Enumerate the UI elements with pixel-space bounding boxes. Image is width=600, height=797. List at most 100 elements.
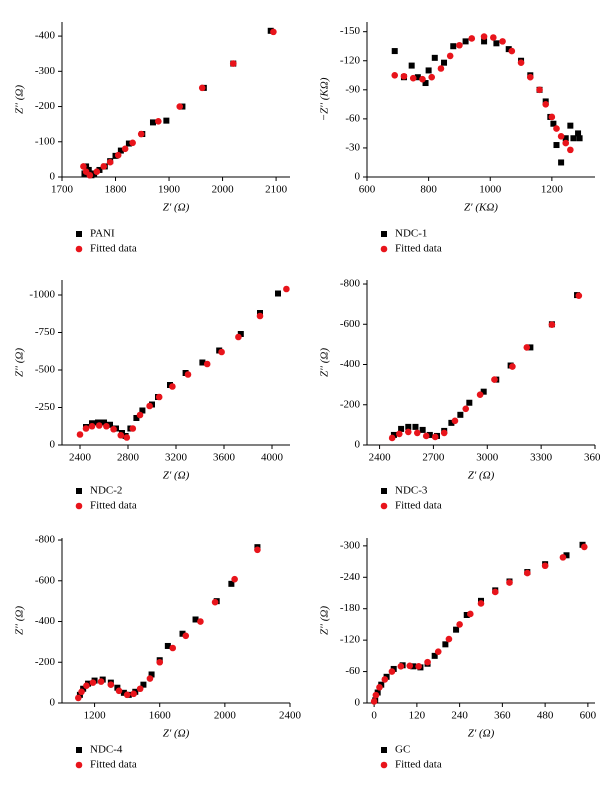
- data-point: [456, 621, 463, 628]
- data-point: [557, 133, 565, 140]
- x-tick-label: 1200: [84, 710, 107, 722]
- x-axis-label: Z′ (Ω): [163, 202, 190, 214]
- data-point: [570, 135, 577, 142]
- data-point: [203, 360, 211, 368]
- data-point: [107, 681, 115, 688]
- data-point: [575, 130, 582, 137]
- data-point: [419, 75, 426, 83]
- data-point: [100, 163, 108, 170]
- y-tick-label: -60: [345, 112, 360, 124]
- y-tick-label: -400: [35, 30, 56, 42]
- legend-label: Fitted data: [395, 759, 442, 771]
- data-point: [197, 618, 204, 625]
- y-tick-label: 0: [50, 171, 56, 183]
- data-point: [410, 663, 417, 670]
- data-point: [491, 588, 499, 596]
- data-point: [450, 43, 457, 50]
- data-point: [137, 130, 145, 138]
- data-point: [237, 331, 244, 337]
- data-point: [400, 72, 408, 80]
- legend-label: GC: [395, 744, 410, 756]
- data-point: [130, 690, 137, 698]
- data-point: [431, 54, 438, 61]
- data-point: [89, 679, 97, 686]
- x-tick-label: 480: [537, 710, 554, 722]
- x-tick-label: 600: [359, 184, 376, 196]
- y-tick-label: -180: [340, 602, 361, 614]
- data-point: [275, 290, 281, 297]
- x-tick-label: 240: [451, 710, 468, 722]
- y-tick-label: -750: [35, 326, 56, 338]
- data-point: [493, 40, 500, 47]
- data-point: [462, 405, 470, 413]
- data-point: [218, 348, 225, 356]
- data-point: [398, 425, 405, 432]
- legend-label: Fitted data: [395, 243, 442, 255]
- x-axis-label: Z′ (KΩ): [464, 202, 498, 214]
- data-point: [509, 363, 516, 370]
- y-tick-label: -300: [340, 539, 361, 551]
- data-point: [199, 359, 206, 366]
- legend-marker: [381, 747, 387, 753]
- data-point: [524, 569, 531, 577]
- data-point: [445, 635, 453, 643]
- legend-label: Fitted data: [90, 243, 137, 255]
- legend-label: NDC-3: [395, 485, 428, 497]
- data-point: [169, 383, 176, 390]
- x-tick-label: 1900: [158, 184, 181, 196]
- data-point: [95, 422, 103, 429]
- data-point: [76, 691, 83, 698]
- data-point: [428, 73, 436, 81]
- data-point: [372, 691, 380, 699]
- data-point: [121, 145, 129, 153]
- y-tick-label: 0: [355, 171, 361, 183]
- data-point: [406, 662, 414, 670]
- x-tick-label: 3600: [213, 452, 236, 464]
- y-axis-label: Z′′ (Ω): [14, 348, 26, 377]
- data-point: [156, 658, 164, 666]
- data-point: [235, 333, 242, 341]
- data-point: [422, 80, 429, 87]
- data-point: [390, 431, 397, 438]
- data-point: [182, 632, 190, 640]
- data-point: [442, 641, 449, 648]
- y-tick-label: -400: [35, 615, 56, 627]
- data-point: [463, 612, 470, 618]
- data-point: [123, 434, 131, 441]
- y-tick-label: -200: [35, 100, 56, 112]
- data-point: [74, 694, 82, 702]
- y-axis-label: Z′′ (Ω): [14, 606, 26, 635]
- x-tick-label: 3200: [165, 452, 188, 464]
- data-point: [123, 691, 131, 699]
- y-tick-label: -150: [340, 25, 361, 37]
- legend-marker: [75, 502, 83, 510]
- data-point: [97, 678, 105, 685]
- data-point: [114, 151, 122, 159]
- data-point: [106, 158, 114, 166]
- data-point: [388, 434, 396, 442]
- data-point: [542, 101, 550, 108]
- x-tick-label: 2800: [117, 452, 140, 464]
- data-point: [146, 402, 153, 410]
- data-point: [149, 119, 156, 126]
- y-axis-label: Z′′ (Ω): [319, 348, 331, 377]
- data-point: [505, 46, 512, 53]
- legend-label: PANI: [90, 228, 115, 240]
- y-tick-label: -100: [35, 135, 56, 147]
- data-point: [434, 648, 442, 655]
- data-point: [140, 681, 147, 688]
- x-tick-label: 4000: [261, 452, 284, 464]
- data-point: [254, 546, 261, 554]
- data-point: [575, 292, 583, 299]
- y-tick-label: -400: [340, 358, 361, 370]
- x-tick-label: 120: [409, 710, 426, 722]
- data-point: [179, 630, 186, 637]
- data-point: [437, 65, 445, 72]
- x-tick-label: 2400: [279, 710, 302, 722]
- data-point: [86, 171, 94, 179]
- data-point: [101, 419, 107, 426]
- data-point: [155, 118, 162, 125]
- data-point: [391, 71, 399, 79]
- y-tick-label: -500: [35, 364, 56, 376]
